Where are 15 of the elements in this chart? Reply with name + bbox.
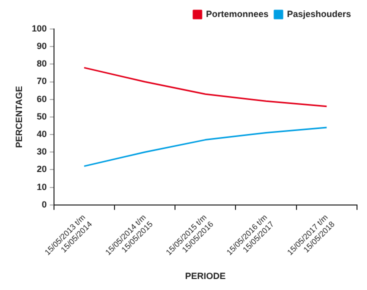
y-tick-label: 20 [36,164,47,174]
y-tick-label: 80 [36,58,47,69]
y-tick-label: 70 [36,76,47,86]
y-tick-label: 50 [36,111,47,122]
y-tick-label: 60 [36,94,47,104]
x-axis-title: PERIODE [185,271,226,282]
legend-label: Pasjeshouders [286,8,352,19]
y-tick-label: 0 [42,199,47,210]
legend-label: Portemonnees [206,8,268,19]
y-tick-label: 40 [36,129,47,140]
y-tick-label: 100 [32,23,47,34]
y-tick-label: 10 [36,182,47,192]
y-tick-label: 90 [36,41,47,52]
y-axis-title: PERCENTAGE [14,86,24,148]
y-tick-label: 30 [36,146,47,157]
